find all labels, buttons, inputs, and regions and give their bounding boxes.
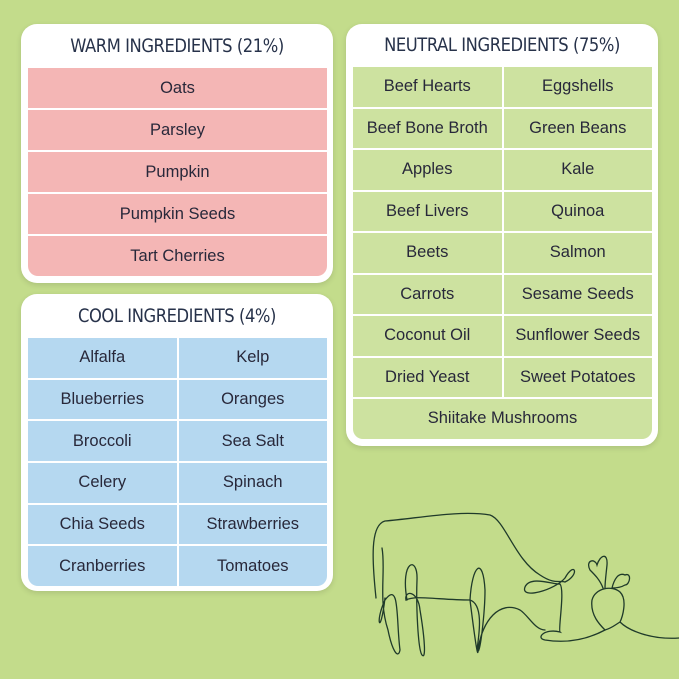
list-item: Green Beans (503, 108, 652, 148)
list-item: Salmon (503, 233, 652, 273)
list-item: Pumpkin (28, 152, 327, 192)
list-item: Beef Bone Broth (353, 108, 502, 148)
list-item: Kelp (178, 338, 327, 378)
list-item: Tart Cherries (28, 236, 327, 276)
neutral-ingredients-card: NEUTRAL INGREDIENTS (75%) Beef Hearts Eg… (346, 24, 658, 446)
list-item: Celery (28, 463, 177, 503)
cool-ingredients-card: COOL INGREDIENTS (4%) Alfalfa Kelp Blueb… (21, 294, 333, 591)
list-item: Parsley (28, 110, 327, 150)
warm-ingredients-list: Oats Parsley Pumpkin Pumpkin Seeds Tart … (28, 68, 327, 276)
list-item: Sweet Potatoes (503, 357, 652, 397)
list-item: Carrots (353, 274, 502, 314)
list-item: Chia Seeds (28, 504, 177, 545)
list-item: Dried Yeast (353, 357, 502, 397)
cow-line-art-icon (372, 512, 606, 657)
list-item: Eggshells (503, 67, 652, 107)
list-item: Quinoa (503, 191, 652, 231)
beet-line-art-icon (588, 555, 679, 639)
list-item: Sesame Seeds (503, 274, 652, 314)
neutral-ingredients-list: Beef Hearts Eggshells Beef Bone Broth Gr… (353, 67, 652, 439)
list-item: Pumpkin Seeds (28, 194, 327, 234)
list-item: Sunflower Seeds (503, 316, 652, 356)
list-item: Tomatoes (178, 546, 327, 587)
list-item: Blueberries (28, 379, 177, 420)
list-item: Oats (28, 68, 327, 108)
list-item: Strawberries (178, 504, 327, 545)
list-item: Alfalfa (28, 338, 177, 378)
cool-ingredients-title: COOL INGREDIENTS (4%) (78, 305, 276, 327)
list-item: Cranberries (28, 546, 177, 587)
list-item: Apples (353, 150, 502, 190)
list-item: Broccoli (28, 421, 177, 462)
list-item: Oranges (178, 379, 327, 420)
list-item: Coconut Oil (353, 316, 502, 356)
list-item: Spinach (178, 463, 327, 503)
list-item: Beef Livers (353, 191, 502, 231)
list-item: Shiitake Mushrooms (353, 399, 652, 439)
list-item: Beets (353, 233, 502, 273)
list-item: Kale (503, 150, 652, 190)
list-item: Beef Hearts (353, 67, 502, 107)
warm-ingredients-card: WARM INGREDIENTS (21%) Oats Parsley Pump… (21, 24, 333, 283)
list-item: Sea Salt (178, 421, 327, 462)
neutral-ingredients-title: NEUTRAL INGREDIENTS (75%) (384, 34, 620, 56)
warm-ingredients-title: WARM INGREDIENTS (21%) (70, 35, 284, 57)
cool-ingredients-list: Alfalfa Kelp Blueberries Oranges Broccol… (28, 338, 327, 587)
